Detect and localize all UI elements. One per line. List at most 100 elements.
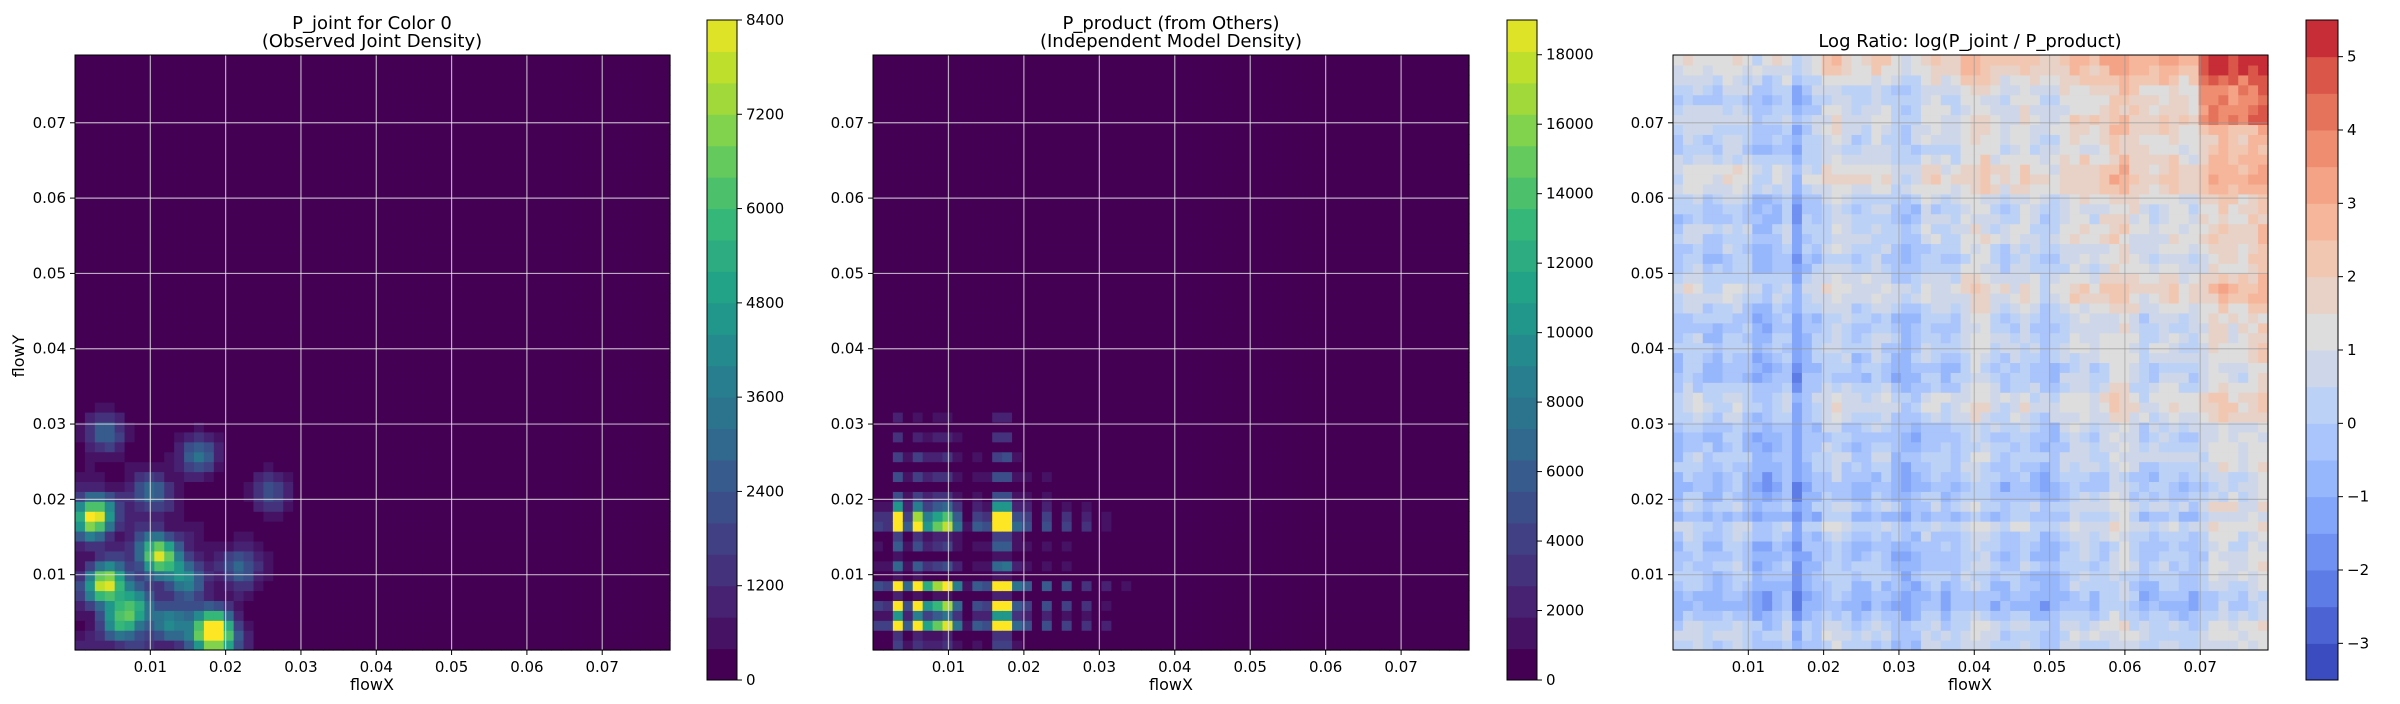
- heatmap-cell: [1062, 372, 1073, 383]
- heatmap-cell: [933, 353, 944, 364]
- heatmap-cell: [1042, 333, 1053, 344]
- heatmap-cell: [962, 105, 973, 116]
- heatmap-cell: [254, 85, 265, 96]
- heatmap-cell: [154, 65, 165, 76]
- heatmap-cell: [144, 382, 155, 393]
- heatmap-cell: [402, 164, 413, 175]
- heatmap-cell: [893, 293, 904, 304]
- heatmap-cell: [313, 353, 324, 364]
- heatmap-cell: [561, 144, 572, 155]
- heatmap-cell: [313, 362, 324, 373]
- heatmap-cell: [105, 204, 116, 215]
- heatmap-cell: [174, 184, 185, 195]
- heatmap-cell: [1012, 462, 1023, 473]
- heatmap-cell: [611, 313, 622, 324]
- heatmap-cell: [244, 561, 255, 572]
- heatmap-cell: [422, 353, 433, 364]
- heatmap-cell: [913, 214, 924, 225]
- heatmap-cell: [313, 164, 324, 175]
- heatmap-cell: [1002, 531, 1013, 542]
- heatmap-cell: [893, 491, 904, 502]
- heatmap-cell: [313, 511, 324, 522]
- heatmap-cell: [1002, 620, 1013, 631]
- heatmap-cell: [204, 95, 215, 106]
- heatmap-cell: [591, 531, 602, 542]
- heatmap-cell: [382, 95, 393, 106]
- heatmap-cell: [144, 164, 155, 175]
- heatmap-cell: [913, 343, 924, 354]
- heatmap-cell: [531, 273, 542, 284]
- heatmap-cell: [943, 472, 954, 483]
- heatmap-cell: [164, 402, 175, 413]
- heatmap-cell: [412, 630, 423, 641]
- heatmap-cell: [303, 620, 314, 631]
- heatmap-cell: [1012, 154, 1023, 165]
- heatmap-cell: [402, 600, 413, 611]
- heatmap-cell: [903, 630, 914, 641]
- heatmap-cell: [1082, 234, 1093, 245]
- heatmap-cell: [105, 581, 116, 592]
- heatmap-cell: [333, 472, 344, 483]
- heatmap-cell: [640, 105, 651, 116]
- heatmap-cell: [933, 224, 944, 235]
- heatmap-cell: [85, 303, 96, 314]
- heatmap-cell: [323, 362, 334, 373]
- heatmap-cell: [402, 313, 413, 324]
- heatmap-cell: [611, 432, 622, 443]
- heatmap-cell: [402, 402, 413, 413]
- heatmap-cell: [323, 134, 334, 145]
- heatmap-cell: [452, 293, 463, 304]
- heatmap-cell: [1002, 402, 1013, 413]
- heatmap-cell: [933, 462, 944, 473]
- heatmap-cell: [660, 561, 671, 572]
- heatmap-cell: [541, 154, 552, 165]
- heatmap-cell: [903, 115, 914, 126]
- heatmap-cell: [992, 134, 1003, 145]
- heatmap-cell: [402, 124, 413, 135]
- heatmap-cell: [75, 224, 86, 235]
- heatmap-cell: [913, 313, 924, 324]
- heatmap-cell: [1052, 591, 1063, 602]
- heatmap-cell: [1042, 234, 1053, 245]
- heatmap-cell: [373, 124, 384, 135]
- heatmap-cell: [412, 283, 423, 294]
- heatmap-cell: [620, 511, 631, 522]
- heatmap-cell: [630, 600, 641, 611]
- heatmap-cell: [660, 105, 671, 116]
- heatmap-cell: [1062, 224, 1073, 235]
- heatmap-cell: [254, 243, 265, 254]
- heatmap-cell: [154, 144, 165, 155]
- heatmap-cell: [422, 55, 433, 66]
- heatmap-cell: [392, 432, 403, 443]
- heatmap-cell: [893, 452, 904, 463]
- heatmap-cell: [1072, 442, 1083, 453]
- heatmap-cell: [313, 65, 324, 76]
- heatmap-cell: [95, 154, 106, 165]
- heatmap-cell: [893, 392, 904, 403]
- heatmap-cell: [164, 105, 175, 116]
- heatmap-cell: [883, 174, 894, 185]
- heatmap-cell: [234, 273, 245, 284]
- heatmap-cell: [95, 263, 106, 274]
- heatmap-cell: [551, 273, 562, 284]
- heatmap-cell: [581, 511, 592, 522]
- heatmap-cell: [164, 75, 175, 86]
- heatmap-cell: [323, 323, 334, 334]
- heatmap-cell: [283, 462, 294, 473]
- heatmap-cell: [492, 95, 503, 106]
- heatmap-cell: [923, 105, 934, 116]
- heatmap-cell: [452, 323, 463, 334]
- heatmap-cell: [1072, 452, 1083, 463]
- heatmap-cell: [462, 234, 473, 245]
- heatmap-cell: [1082, 591, 1093, 602]
- heatmap-cell: [1012, 95, 1023, 106]
- heatmap-cell: [952, 303, 963, 314]
- heatmap-cell: [343, 600, 354, 611]
- heatmap-cell: [1012, 491, 1023, 502]
- heatmap-cell: [883, 144, 894, 155]
- heatmap-cell: [1082, 541, 1093, 552]
- heatmap-cell: [174, 214, 185, 225]
- heatmap-cell: [952, 273, 963, 284]
- heatmap-cell: [412, 273, 423, 284]
- heatmap-cell: [313, 392, 324, 403]
